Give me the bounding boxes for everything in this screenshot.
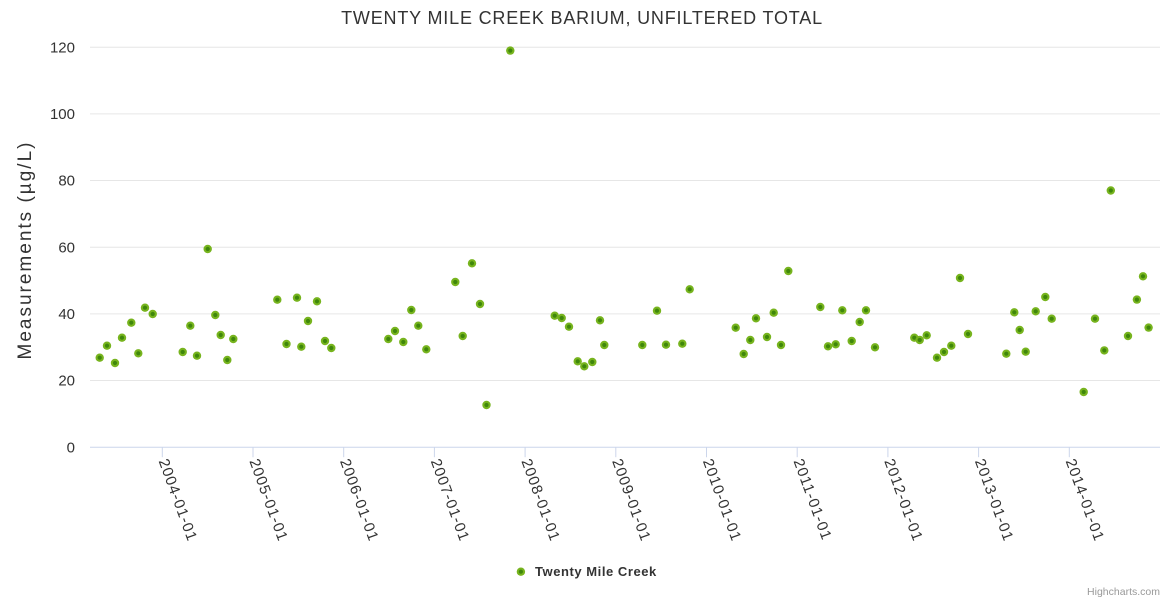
svg-text:80: 80 bbox=[58, 173, 75, 190]
svg-text:40: 40 bbox=[58, 306, 75, 323]
svg-text:Twenty Mile Creek: Twenty Mile Creek bbox=[535, 564, 657, 579]
svg-text:Highcharts.com: Highcharts.com bbox=[1087, 586, 1160, 598]
svg-text:TWENTY MILE CREEK BARIUM, UNFI: TWENTY MILE CREEK BARIUM, UNFILTERED TOT… bbox=[341, 8, 823, 28]
svg-text:20: 20 bbox=[58, 373, 75, 390]
svg-text:Measurements (µg/L): Measurements (µg/L) bbox=[15, 141, 36, 360]
svg-text:100: 100 bbox=[50, 106, 75, 123]
svg-text:0: 0 bbox=[67, 439, 75, 456]
svg-text:60: 60 bbox=[58, 239, 75, 256]
svg-text:120: 120 bbox=[50, 39, 75, 56]
